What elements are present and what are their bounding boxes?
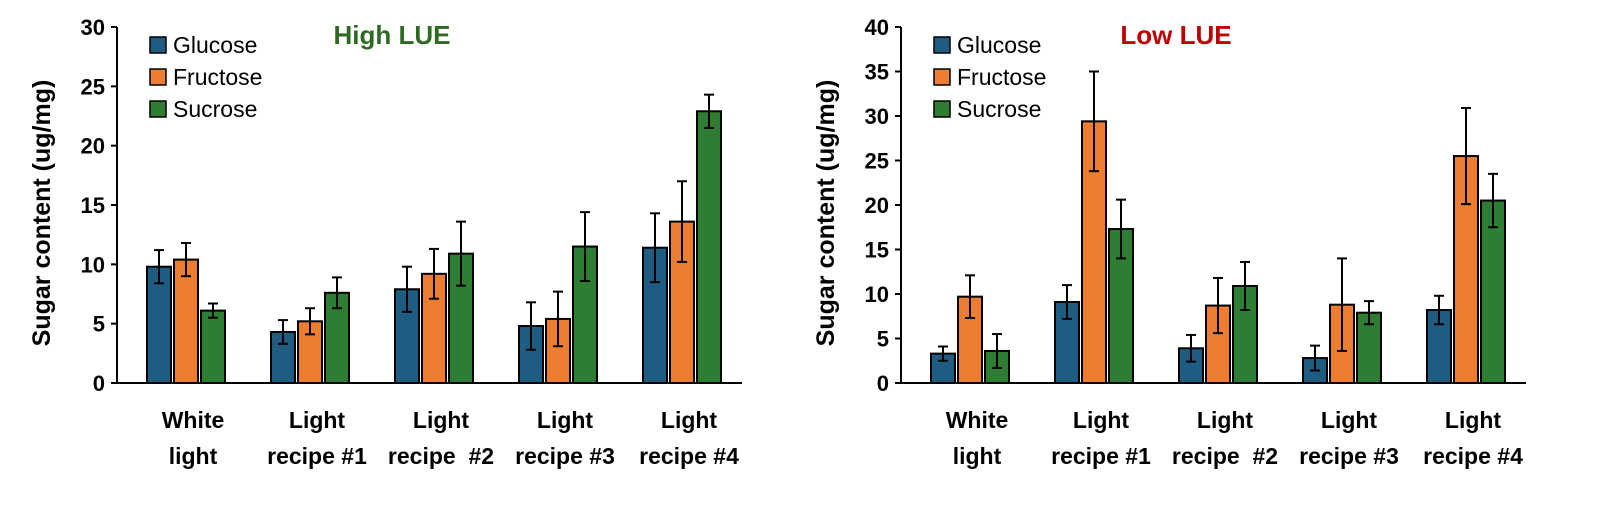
x-category-label: recipe #3	[515, 443, 615, 469]
y-tick-label: 10	[81, 252, 105, 277]
y-tick-label: 30	[865, 104, 889, 129]
bar-fructose	[173, 258, 199, 384]
legend-swatch-fructose	[149, 68, 167, 86]
y-tick-label: 35	[865, 60, 889, 85]
legend-swatch-fructose	[933, 68, 951, 86]
legend-label-sucrose: Sucrose	[957, 96, 1041, 122]
x-category-label: Light	[661, 407, 718, 433]
x-category-label: White	[162, 407, 225, 433]
y-tick-label: 20	[81, 134, 105, 159]
bar-sucrose	[200, 309, 226, 385]
legend-swatch-sucrose	[933, 100, 951, 118]
y-tick-label: 0	[93, 371, 105, 396]
legend-swatch-glucose	[149, 36, 167, 54]
chart-title: High LUE	[334, 20, 451, 50]
x-category-label: recipe #4	[1423, 443, 1523, 469]
x-category-label: recipe #3	[1299, 443, 1399, 469]
x-category-label: Light	[537, 407, 594, 433]
y-tick-label: 25	[865, 149, 889, 174]
x-category-label: Light	[1445, 407, 1502, 433]
bar-sucrose	[696, 110, 722, 385]
x-category-label: recipe #4	[639, 443, 739, 469]
x-category-label: recipe #1	[267, 443, 367, 469]
x-category-label: light	[953, 443, 1002, 469]
x-category-label: Light	[1073, 407, 1130, 433]
y-axis-label: Sugar content (ug/mg)	[28, 80, 56, 347]
x-category-label: recipe #1	[1051, 443, 1151, 469]
x-category-label: recipe #2	[388, 443, 494, 469]
y-tick-label: 25	[81, 74, 105, 99]
y-tick-label: 0	[877, 371, 889, 396]
y-tick-label: 15	[865, 238, 889, 263]
legend-label-glucose: Glucose	[957, 32, 1041, 58]
x-category-label: Light	[1197, 407, 1254, 433]
x-category-label: Light	[413, 407, 470, 433]
legend-swatch-glucose	[933, 36, 951, 54]
y-tick-label: 5	[877, 327, 889, 352]
y-tick-label: 20	[865, 193, 889, 218]
x-category-label: Light	[289, 407, 346, 433]
x-category-label: Light	[1321, 407, 1378, 433]
legend-label-fructose: Fructose	[173, 64, 262, 90]
low-lue-chart: 0 5 10 15 20 25 30 35 40 Sugar content (ug/mg) Low…	[812, 15, 1526, 469]
y-tick-label: 15	[81, 193, 105, 218]
x-category-label: White	[946, 407, 1009, 433]
x-category-label: light	[169, 443, 218, 469]
legend-label-sucrose: Sucrose	[173, 96, 257, 122]
x-category-label: recipe #2	[1172, 443, 1278, 469]
y-tick-label: 5	[93, 312, 105, 337]
bar-sucrose	[1232, 284, 1258, 384]
legend-label-glucose: Glucose	[173, 32, 257, 58]
high-lue-chart: 0 5 10 15 20 25 30 Sugar content (ug/mg) High LU…	[28, 15, 742, 469]
legend-swatch-sucrose	[149, 100, 167, 118]
legend-label-fructose: Fructose	[957, 64, 1046, 90]
y-tick-label: 40	[865, 15, 889, 40]
y-tick-label: 10	[865, 282, 889, 307]
y-axis-label: Sugar content (ug/mg)	[812, 80, 840, 347]
bar-fructose	[1081, 120, 1107, 384]
y-tick-label: 30	[81, 15, 105, 40]
chart-title: Low LUE	[1120, 20, 1231, 50]
